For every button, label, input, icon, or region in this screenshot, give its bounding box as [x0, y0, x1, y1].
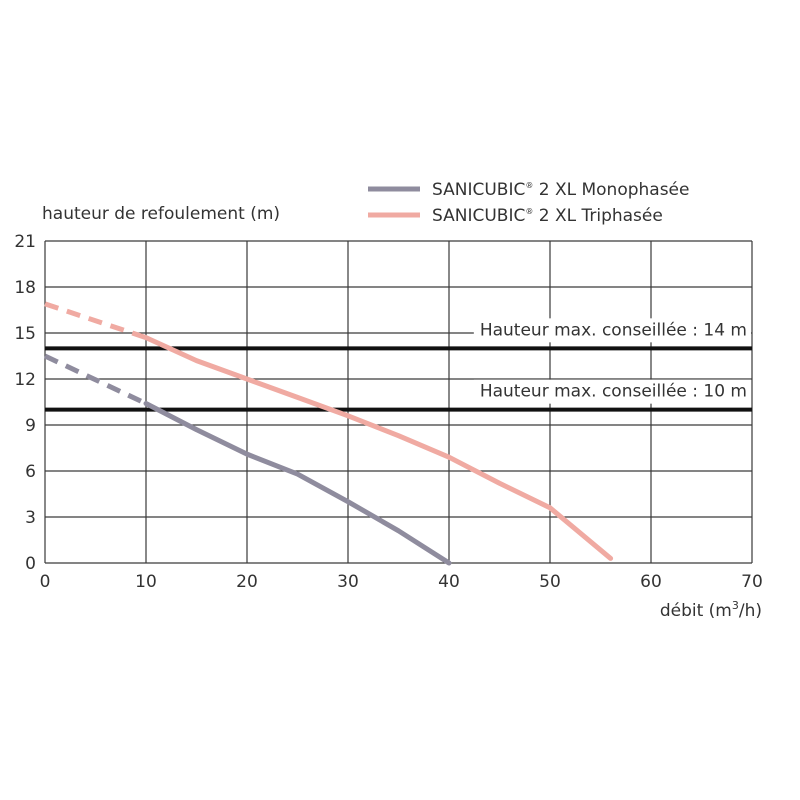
x-tick-label: 60: [640, 572, 662, 592]
x-axis-label: débit (m3/h): [660, 599, 762, 621]
reference-label-background: [473, 318, 751, 343]
y-tick-label: 21: [14, 232, 36, 252]
reference-line-label: Hauteur max. conseillée : 14 m: [480, 320, 747, 340]
reference-label-background: [473, 379, 751, 404]
x-tick-label: 0: [40, 572, 51, 592]
y-tick-label: 3: [25, 508, 36, 528]
y-tick-label: 15: [14, 324, 36, 344]
x-axis-label-superscript: 3: [732, 599, 739, 612]
x-tick-label: 30: [337, 572, 359, 592]
series-line-dashed-triphasee: [44, 301, 147, 340]
x-tick-label: 10: [135, 572, 157, 592]
y-tick-label: 12: [14, 370, 36, 390]
series-line-dashed-monophasee: [43, 353, 148, 406]
legend-label-triphasee: SANICUBIC® 2 XL Triphasée: [432, 206, 663, 226]
legend: SANICUBIC® 2 XL Monophasée SANICUBIC® 2 …: [368, 180, 689, 226]
y-tick-label: 18: [14, 278, 36, 298]
legend-label-monophasee: SANICUBIC® 2 XL Monophasée: [432, 180, 689, 200]
x-tick-label: 50: [539, 572, 561, 592]
x-tick-label: 40: [438, 572, 460, 592]
y-tick-label: 6: [25, 462, 36, 482]
series-line-triphasee: [143, 335, 614, 561]
x-tick-label: 20: [236, 572, 258, 592]
reference-line-label: Hauteur max. conseillée : 10 m: [480, 382, 747, 402]
y-tick-label: 9: [25, 416, 36, 436]
y-tick-label: 0: [25, 554, 36, 574]
x-tick-label: 70: [741, 572, 763, 592]
reference-lines: Hauteur max. conseillée : 14 m Hauteur ma…: [45, 318, 752, 412]
tick-labels: 0 10 20 30 40 50 60 70 0 3 6 9 12 15 18 21: [14, 232, 762, 592]
series-lines: [43, 301, 614, 566]
series-line-monophasee: [143, 401, 452, 566]
y-axis-label: hauteur de refoulement (m): [42, 204, 280, 224]
